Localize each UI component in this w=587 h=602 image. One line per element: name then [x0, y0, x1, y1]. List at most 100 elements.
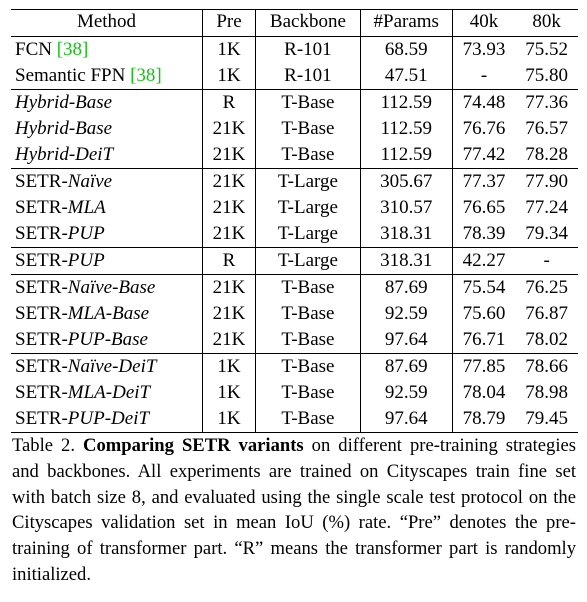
- backbone-cell: T-Base: [255, 274, 361, 301]
- score-40k-cell: 78.39: [462, 223, 506, 244]
- pre-cell: 1K: [202, 353, 256, 380]
- score-40k-best-cell: 78.79: [452, 406, 516, 433]
- method-name: SETR-: [15, 277, 68, 298]
- method-cell: Semantic FPN [38]: [11, 63, 203, 90]
- table-row: Hybrid-DeiT 21K T-Base 112.59 77.42 78.2…: [11, 142, 578, 169]
- table-header-row: Method Pre Backbone #Params 40k 80k: [11, 9, 578, 37]
- score-80k-cell: 78.28: [525, 144, 569, 165]
- score-80k-cell: 77.24: [525, 197, 569, 218]
- table-row: SETR-Naïve 21K T-Large 305.67 77.37 77.9…: [11, 168, 578, 195]
- backbone-cell: T-Base: [255, 301, 361, 327]
- table-row: SETR-Naïve-Base 21K T-Base 87.69 75.54 7…: [11, 274, 578, 301]
- table-row: SETR-MLA-Base 21K T-Base 92.59 75.60 76.…: [11, 301, 578, 327]
- header-80k: 80k: [515, 9, 578, 37]
- method-cell: SETR-PUP-Base: [11, 327, 203, 354]
- backbone-cell: T-Base: [255, 116, 361, 142]
- params-cell: 97.64: [360, 327, 453, 354]
- method-variant: MLA-DeiT: [67, 382, 151, 403]
- method-variant: PUP: [67, 250, 105, 271]
- params-cell: 310.57: [360, 195, 453, 221]
- method-variant: MLA-Base: [67, 303, 150, 324]
- method-variant: PUP-Base: [67, 329, 148, 350]
- backbone-cell: T-Base: [255, 327, 361, 354]
- method-cell: SETR-PUP-DeiT: [11, 406, 203, 433]
- backbone-cell: T-Base: [255, 380, 361, 406]
- citation-link[interactable]: [38]: [130, 65, 162, 86]
- pre-cell: 21K: [202, 142, 256, 169]
- score-40k-cell: 76.65: [462, 197, 506, 218]
- table-row: SETR-Naïve-DeiT 1K T-Base 87.69 77.85 78…: [11, 353, 578, 380]
- method-cell: Hybrid-DeiT: [11, 142, 203, 169]
- score-40k-cell: 42.27: [452, 247, 516, 275]
- score-80k-cell: 78.98: [525, 382, 569, 403]
- method-cell: SETR-MLA-Base: [11, 301, 203, 327]
- method-name: SETR-: [15, 171, 68, 192]
- pre-cell: 21K: [202, 221, 256, 248]
- header-method: Method: [11, 9, 203, 37]
- score-40k-cell: 76.76: [462, 118, 506, 139]
- params-cell: 92.59: [360, 380, 453, 406]
- method-name: SETR-: [15, 408, 68, 429]
- method-cell: SETR-Naïve: [11, 168, 203, 195]
- score-80k-cell: 76.25: [515, 274, 578, 301]
- method-variant: MLA: [67, 197, 106, 218]
- method-cell: SETR-Naïve-Base: [11, 274, 203, 301]
- table-row: SETR-PUP 21K T-Large 318.31 78.39 79.34: [11, 221, 578, 248]
- table-row: SETR-MLA 21K T-Large 310.57 76.65 77.24: [11, 195, 578, 221]
- pre-cell: 1K: [202, 380, 256, 406]
- score-80k-cell: -: [515, 247, 578, 275]
- score-40k-cell: 76.71: [462, 329, 506, 350]
- score-80k-cell: 76.57: [525, 118, 569, 139]
- pre-cell: 21K: [202, 168, 256, 195]
- method-cell: Hybrid-Base: [11, 89, 203, 116]
- method-cell: SETR-Naïve-DeiT: [11, 353, 203, 380]
- method-variant: Naïve: [67, 171, 113, 192]
- pre-cell: 21K: [202, 274, 256, 301]
- header-40k: 40k: [452, 9, 516, 37]
- pre-cell: 1K: [202, 406, 256, 433]
- score-80k-cell: 76.87: [525, 303, 569, 324]
- method-name: SETR-: [15, 382, 68, 403]
- method-cell: SETR-MLA: [11, 195, 203, 221]
- params-cell: 68.59: [360, 36, 453, 63]
- pre-cell: R: [202, 89, 256, 116]
- backbone-cell: R-101: [255, 63, 361, 90]
- backbone-cell: R-101: [255, 36, 361, 63]
- table-row: SETR-PUP-DeiT 1K T-Base 97.64 78.79 79.4…: [11, 406, 578, 433]
- backbone-cell: T-Base: [255, 406, 361, 433]
- score-40k-cell: 75.60: [462, 303, 506, 324]
- header-backbone: Backbone: [255, 9, 361, 37]
- params-cell: 318.31: [360, 221, 453, 248]
- header-params: #Params: [360, 9, 453, 37]
- method-cell: SETR-MLA-DeiT: [11, 380, 203, 406]
- method-name: SETR-: [15, 223, 68, 244]
- pre-cell: 21K: [202, 116, 256, 142]
- params-cell: 87.69: [360, 274, 453, 301]
- params-cell: 112.59: [360, 142, 453, 169]
- params-cell: 97.64: [360, 406, 453, 433]
- backbone-cell: T-Base: [255, 142, 361, 169]
- params-cell: 318.31: [360, 247, 453, 275]
- method-variant: Hybrid-Base: [15, 92, 113, 113]
- params-cell: 305.67: [360, 168, 453, 195]
- method-variant: PUP: [67, 223, 105, 244]
- params-cell: 112.59: [360, 116, 453, 142]
- pre-cell: 1K: [202, 63, 256, 90]
- method-cell: SETR-PUP: [11, 247, 203, 275]
- method-name: SETR-: [15, 329, 68, 350]
- score-80k-cell: 78.02: [525, 329, 569, 350]
- score-80k-best-cell: 79.45: [515, 406, 578, 433]
- score-40k-cell: 75.54: [452, 274, 516, 301]
- score-80k-cell: 77.36: [515, 89, 578, 116]
- method-variant: Hybrid-DeiT: [15, 144, 114, 165]
- pre-cell: 1K: [202, 36, 256, 63]
- caption-body: on different pre-training strategies and…: [12, 435, 576, 585]
- score-40k-cell: 77.85: [452, 353, 516, 380]
- score-40k-cell: 77.37: [452, 168, 516, 195]
- score-80k-cell: 78.66: [515, 353, 578, 380]
- backbone-cell: T-Large: [255, 247, 361, 275]
- method-name: Semantic FPN: [15, 65, 131, 86]
- citation-link[interactable]: [38]: [56, 39, 89, 60]
- score-80k-cell: 77.90: [515, 168, 578, 195]
